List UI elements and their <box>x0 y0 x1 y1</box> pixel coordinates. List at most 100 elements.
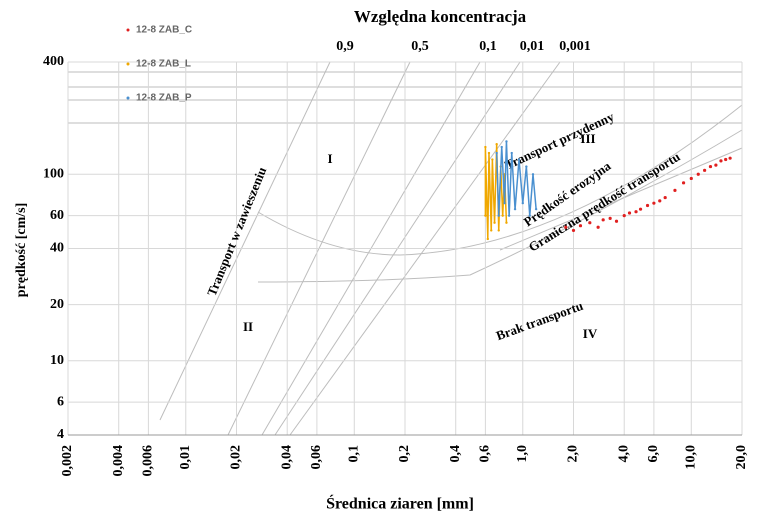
x-tick-label: 0,01 <box>178 445 193 470</box>
legend-label: 12-8 ZAB_L <box>136 59 191 70</box>
legend-marker <box>126 28 130 32</box>
point <box>728 156 732 160</box>
x-axis-label: Średnica ziaren [mm] <box>326 494 474 513</box>
point <box>708 164 713 169</box>
point <box>596 225 600 229</box>
point <box>517 158 521 161</box>
point <box>614 219 619 223</box>
point <box>571 228 576 233</box>
point <box>501 214 504 217</box>
point <box>714 163 718 167</box>
point <box>564 225 568 229</box>
x-tick-label: 0,006 <box>141 445 156 477</box>
point <box>578 224 583 228</box>
point <box>652 201 656 205</box>
annotation: I <box>327 151 332 166</box>
x-tick-label: 0,06 <box>309 445 324 470</box>
x-tick-label: 0,6 <box>478 445 493 463</box>
legend-marker <box>126 62 130 66</box>
x-tick-label: 0,02 <box>229 445 244 470</box>
x-tick-label: 0,04 <box>279 445 294 470</box>
ref-line <box>499 147 743 251</box>
x-tick-label: 1,0 <box>515 445 530 463</box>
y-axis-label: prędkość [cm/s] <box>14 203 29 298</box>
point <box>673 188 677 192</box>
legend-label: 12-8 ZAB_C <box>136 25 192 36</box>
point <box>500 145 503 149</box>
point <box>521 201 524 205</box>
concentration-label: 0,9 <box>336 39 354 54</box>
point <box>513 207 517 211</box>
series-line <box>495 141 537 216</box>
point <box>703 168 707 172</box>
point <box>487 151 491 155</box>
x-tick-label: 10,0 <box>683 445 698 470</box>
point <box>681 181 686 185</box>
point <box>534 207 538 211</box>
point <box>486 237 489 241</box>
x-tick-label: 0,002 <box>60 445 75 477</box>
chart-title: Względna koncentracja <box>354 7 527 26</box>
point <box>505 140 508 143</box>
point <box>608 216 612 221</box>
transport-curve <box>257 129 743 283</box>
point <box>634 210 638 214</box>
concentration-label: 0,1 <box>479 39 497 54</box>
point <box>525 165 528 168</box>
point <box>491 158 494 161</box>
point <box>645 203 650 208</box>
y-tick-label: 400 <box>43 54 64 69</box>
point <box>484 145 487 149</box>
y-tick-label: 20 <box>50 297 64 312</box>
y-tick-label: 40 <box>50 241 64 256</box>
point <box>719 159 723 163</box>
y-tick-label: 6 <box>57 394 64 409</box>
point <box>505 221 508 224</box>
point <box>531 173 535 176</box>
point <box>507 214 511 217</box>
point <box>493 221 496 224</box>
x-tick-label: 0,1 <box>346 445 361 463</box>
point <box>510 151 513 155</box>
point <box>627 211 632 215</box>
x-tick-label: 20,0 <box>734 445 749 470</box>
annotation: IV <box>583 326 598 341</box>
point <box>601 218 605 222</box>
y-tick-label: 100 <box>43 167 64 182</box>
point <box>696 172 700 176</box>
x-tick-label: 2,0 <box>566 445 581 463</box>
annotation: III <box>580 131 595 146</box>
point <box>622 214 626 218</box>
point <box>490 229 493 232</box>
point <box>528 214 531 217</box>
point <box>484 214 487 217</box>
x-tick-label: 4,0 <box>616 445 631 463</box>
concentration-label: 0,01 <box>520 39 545 54</box>
legend-label: 12-8 ZAB_P <box>136 93 192 104</box>
y-tick-label: 4 <box>57 427 64 442</box>
concentration-label: 0,001 <box>559 39 591 54</box>
x-tick-label: 0,4 <box>448 445 463 463</box>
point <box>497 229 500 232</box>
erosion-curve <box>257 104 743 256</box>
point <box>503 201 506 205</box>
x-tick-label: 0,004 <box>111 445 126 477</box>
annotation: II <box>243 319 253 334</box>
legend-marker <box>126 96 130 100</box>
point <box>497 214 500 217</box>
point <box>689 176 693 181</box>
point <box>724 157 728 162</box>
y-tick-label: 10 <box>50 353 64 368</box>
y-tick-label: 60 <box>50 208 64 223</box>
point <box>588 221 592 225</box>
point <box>663 195 667 200</box>
concentration-label: 0,5 <box>411 39 429 54</box>
point <box>658 199 662 203</box>
point <box>495 142 498 146</box>
point <box>638 207 643 211</box>
point <box>495 151 498 155</box>
x-tick-label: 6,0 <box>646 445 661 463</box>
x-tick-label: 0,2 <box>397 445 412 463</box>
